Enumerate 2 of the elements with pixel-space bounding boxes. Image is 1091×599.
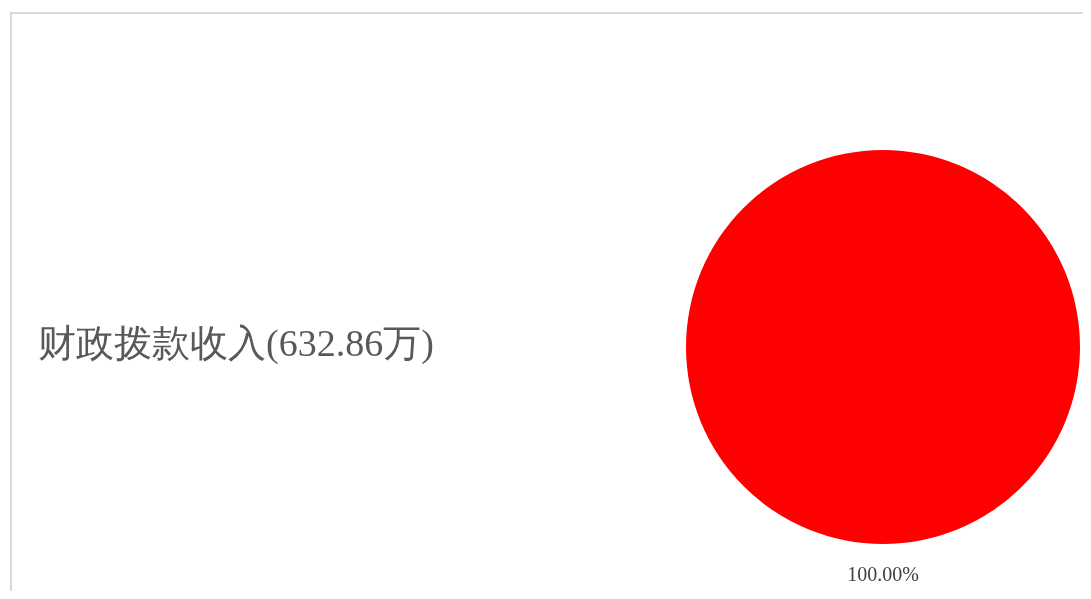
data-label: 100.00% [847, 563, 919, 586]
text: 财政拨款收入(632.86万) [38, 321, 434, 366]
